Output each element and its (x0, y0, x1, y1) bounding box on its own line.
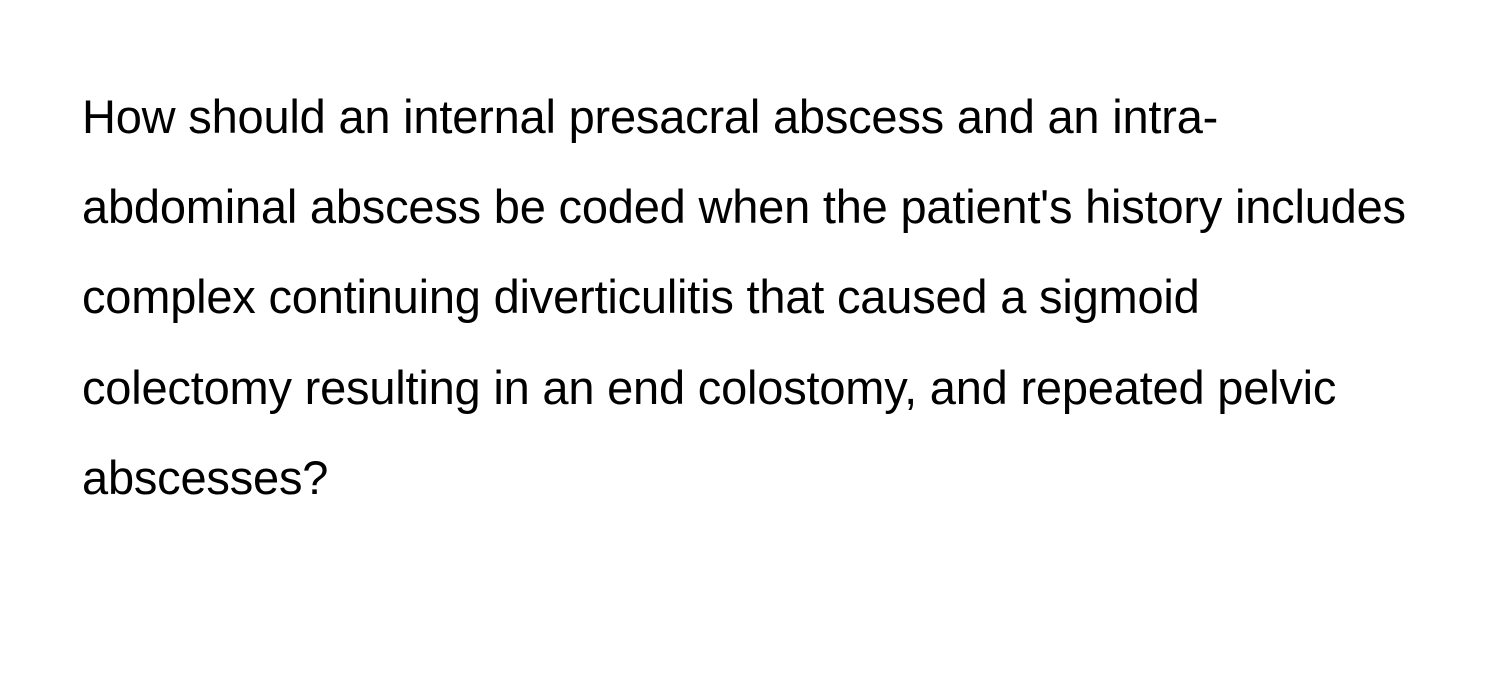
document-container: How should an internal presacral abscess… (0, 0, 1500, 688)
body-text: How should an internal presacral abscess… (82, 72, 1418, 523)
